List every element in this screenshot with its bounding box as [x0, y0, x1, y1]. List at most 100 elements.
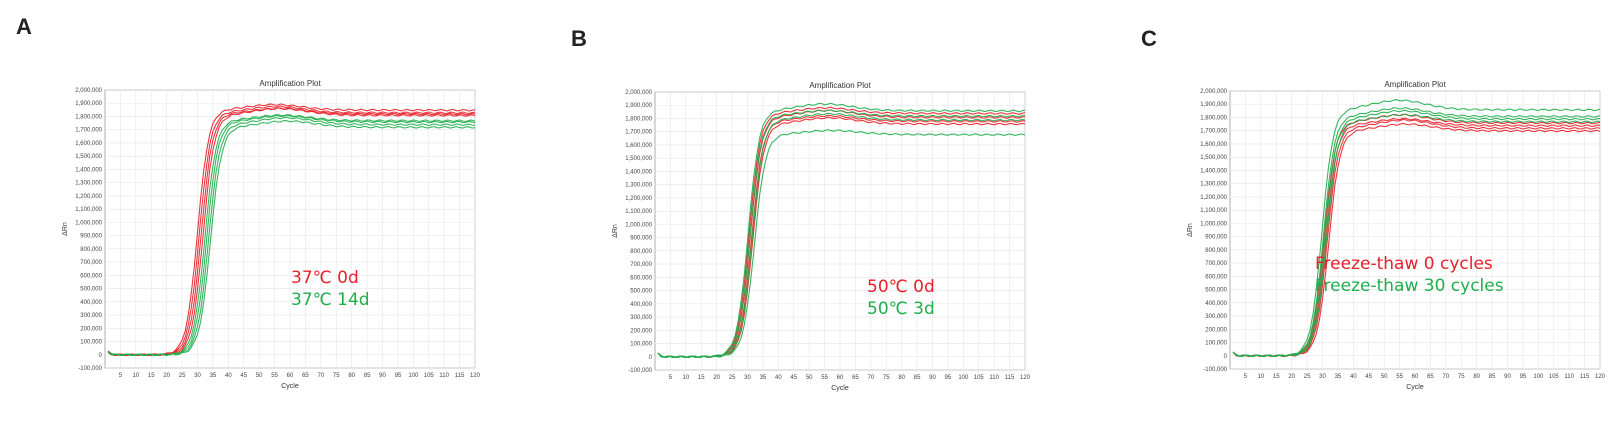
- panel-letter-b: B: [571, 26, 587, 51]
- y-tick-label: 1,300,000: [625, 183, 652, 189]
- x-tick-label: 85: [1489, 374, 1496, 380]
- x-tick-label: 50: [806, 375, 813, 381]
- x-tick-label: 60: [287, 373, 294, 379]
- x-tick-label: 75: [333, 373, 340, 379]
- x-tick-label: 100: [958, 375, 969, 381]
- chart-title: Amplification Plot: [809, 81, 871, 90]
- y-tick-label: 1,500,000: [75, 154, 102, 160]
- y-tick-label: 1,800,000: [625, 116, 652, 122]
- x-tick-label: 110: [989, 375, 999, 381]
- x-tick-label: 15: [698, 375, 705, 381]
- x-tick-label: 50: [1381, 374, 1388, 380]
- x-tick-label: 55: [271, 373, 278, 379]
- x-tick-label: 100: [1533, 374, 1544, 380]
- x-tick-label: 110: [1564, 374, 1574, 380]
- x-tick-label: 65: [1427, 374, 1434, 380]
- x-tick-label: 70: [317, 373, 324, 379]
- y-tick-label: 200,000: [630, 328, 652, 334]
- y-tick-label: 1,300,000: [75, 181, 102, 187]
- y-tick-label: 800,000: [1205, 248, 1227, 254]
- y-tick-label: 1,100,000: [625, 209, 652, 215]
- y-tick-label: -100,000: [628, 368, 652, 374]
- x-tick-label: 25: [729, 375, 736, 381]
- x-tick-label: 65: [302, 373, 309, 379]
- y-tick-label: 800,000: [80, 247, 102, 253]
- x-tick-label: 95: [1520, 374, 1527, 380]
- x-tick-label: 55: [821, 375, 828, 381]
- x-axis-label: Cycle: [1406, 384, 1424, 391]
- amplification-curve: [657, 109, 1026, 359]
- x-tick-label: 85: [914, 375, 921, 381]
- amplification-curve: [657, 102, 1026, 359]
- y-tick-label: 900,000: [80, 234, 102, 240]
- amplification-curve: [1232, 113, 1601, 358]
- x-tick-label: 65: [852, 375, 859, 381]
- x-tick-label: 20: [1288, 374, 1295, 380]
- y-tick-label: 300,000: [630, 315, 652, 321]
- x-tick-label: 110: [439, 373, 449, 379]
- x-tick-label: 100: [408, 373, 419, 379]
- y-tick-label: 2,000,000: [625, 90, 652, 96]
- y-tick-label: 800,000: [630, 249, 652, 255]
- x-tick-label: 20: [713, 375, 720, 381]
- y-tick-label: 0: [1224, 354, 1228, 360]
- amplification-curve: [1232, 99, 1601, 358]
- x-tick-label: 90: [1504, 374, 1511, 380]
- y-tick-label: 500,000: [1205, 288, 1227, 294]
- y-tick-label: 100,000: [1205, 341, 1227, 347]
- x-tick-label: 120: [1595, 374, 1606, 380]
- y-tick-label: 1,000,000: [1200, 221, 1227, 227]
- amplification-chart-a: Amplification Plot -100,000 0 100,000 200,00…: [62, 79, 481, 390]
- y-tick-label: 900,000: [630, 236, 652, 242]
- y-tick-label: 900,000: [1205, 235, 1227, 241]
- y-tick-label: 300,000: [1205, 314, 1227, 320]
- y-tick-label: 1,400,000: [1200, 168, 1227, 174]
- y-tick-label: 700,000: [80, 260, 102, 266]
- y-tick-label: 1,000,000: [75, 220, 102, 226]
- chart-title: Amplification Plot: [1384, 80, 1446, 89]
- y-tick-label: 1,900,000: [1200, 102, 1227, 108]
- amplification-curve: [107, 103, 476, 357]
- y-tick-label: 600,000: [1205, 274, 1227, 280]
- x-tick-label: 35: [760, 375, 767, 381]
- legend-label: Freeze-thaw 0 cycles: [1315, 254, 1493, 274]
- y-tick-label: 200,000: [80, 326, 102, 332]
- x-axis-label: Cycle: [281, 383, 299, 390]
- amplification-chart-b: Amplification Plot -100,000 0 100,000 200,00…: [612, 81, 1031, 392]
- legend-label: 50℃ 3d: [867, 299, 935, 319]
- x-tick-label: 15: [1273, 374, 1280, 380]
- chart-title: Amplification Plot: [259, 79, 321, 88]
- y-tick-label: 600,000: [80, 273, 102, 279]
- y-tick-label: 400,000: [630, 302, 652, 308]
- legend-label: 37℃ 14d: [291, 290, 370, 310]
- x-tick-label: 40: [775, 375, 782, 381]
- amplification-chart-c: Amplification Plot -100,000 0 100,000 200,00…: [1187, 80, 1606, 391]
- y-tick-label: 1,600,000: [1200, 142, 1227, 148]
- y-tick-label: 0: [99, 353, 103, 359]
- x-tick-label: 85: [364, 373, 371, 379]
- x-tick-label: 30: [744, 375, 751, 381]
- y-tick-label: 1,900,000: [625, 103, 652, 109]
- x-tick-label: 10: [1257, 374, 1264, 380]
- x-tick-label: 70: [867, 375, 874, 381]
- legend-label: 50℃ 0d: [867, 277, 935, 297]
- y-tick-label: 700,000: [1205, 261, 1227, 267]
- x-tick-label: 115: [1580, 374, 1590, 380]
- y-tick-label: 300,000: [80, 313, 102, 319]
- y-tick-label: 600,000: [630, 275, 652, 281]
- x-tick-label: 105: [424, 373, 435, 379]
- x-axis-label: Cycle: [831, 385, 849, 392]
- y-tick-label: 1,900,000: [75, 101, 102, 107]
- x-tick-label: 45: [240, 373, 247, 379]
- legend-label: 37℃ 0d: [291, 268, 359, 288]
- x-tick-label: 20: [163, 373, 170, 379]
- x-tick-label: 105: [1549, 374, 1560, 380]
- x-tick-label: 5: [1244, 374, 1248, 380]
- x-tick-label: 5: [669, 375, 673, 381]
- y-tick-label: 1,500,000: [1200, 155, 1227, 161]
- amplification-curve: [107, 120, 476, 357]
- y-tick-label: 1,500,000: [625, 156, 652, 162]
- x-tick-label: 60: [1412, 374, 1419, 380]
- x-tick-label: 90: [379, 373, 386, 379]
- x-tick-label: 90: [929, 375, 936, 381]
